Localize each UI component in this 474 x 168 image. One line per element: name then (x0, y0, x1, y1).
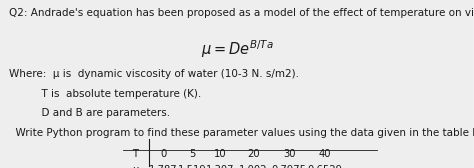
Text: $\mu = De^{B/Ta}$: $\mu = De^{B/Ta}$ (201, 39, 273, 60)
Text: T: T (132, 149, 138, 159)
Text: 40: 40 (319, 149, 331, 159)
Text: Write Python program to find these parameter values using the data given in the : Write Python program to find these param… (9, 128, 474, 138)
Text: 1.519: 1.519 (178, 165, 206, 168)
Text: Where:  μ is  dynamic viscosity of water (10-3 N. s/m2).: Where: μ is dynamic viscosity of water (… (9, 69, 300, 79)
Text: 0.7975: 0.7975 (272, 165, 307, 168)
Text: 0: 0 (160, 149, 167, 159)
Text: Q2: Andrade's equation has been proposed as a model of the effect of temperature: Q2: Andrade's equation has been proposed… (9, 8, 474, 18)
Text: D and B are parameters.: D and B are parameters. (9, 108, 171, 118)
Text: 30: 30 (283, 149, 295, 159)
Text: 0.6529: 0.6529 (307, 165, 342, 168)
Text: 20: 20 (247, 149, 260, 159)
Text: 1.307: 1.307 (206, 165, 235, 168)
Text: 1.787: 1.787 (149, 165, 178, 168)
Text: 5: 5 (189, 149, 195, 159)
Text: T is  absolute temperature (K).: T is absolute temperature (K). (9, 89, 202, 99)
Text: μ: μ (132, 165, 138, 168)
Text: 1.002: 1.002 (239, 165, 268, 168)
Text: 10: 10 (214, 149, 227, 159)
